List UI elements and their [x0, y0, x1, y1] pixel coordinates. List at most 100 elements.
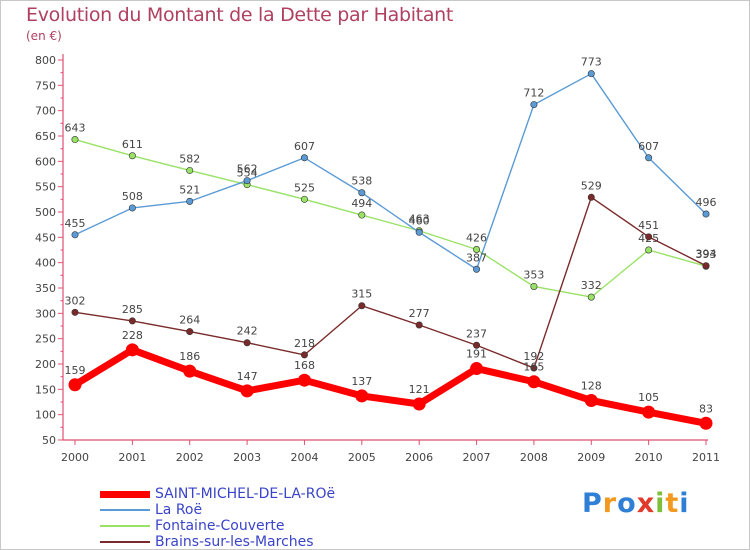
data-label: 83: [699, 402, 713, 415]
legend-item: Brains-sur-les-Marches: [100, 534, 400, 550]
y-tick-label: 250: [35, 333, 56, 346]
data-label: 426: [466, 231, 487, 244]
data-point: [128, 317, 136, 325]
chart-subtitle: (en €): [26, 29, 62, 43]
legend-label: SAINT-MICHEL-DE-LA-ROë: [155, 486, 336, 502]
data-point: [358, 211, 366, 219]
y-tick-label: 450: [35, 231, 56, 244]
data-label: 387: [466, 251, 487, 264]
logo-letter: r: [602, 488, 618, 519]
data-point: [587, 70, 595, 78]
data-label: 165: [523, 361, 544, 374]
data-point: [470, 362, 484, 376]
y-tick-label: 600: [35, 155, 56, 168]
data-label: 128: [581, 379, 602, 392]
logo-letter: i: [655, 488, 666, 519]
legend-swatch: [100, 541, 150, 543]
data-point: [128, 204, 136, 212]
data-label: 554: [237, 167, 258, 180]
data-point: [243, 177, 251, 185]
data-label: 582: [179, 152, 200, 165]
logo-letter: x: [636, 488, 656, 519]
data-point: [68, 378, 82, 392]
data-point: [415, 321, 423, 329]
data-point: [473, 341, 481, 349]
y-tick-label: 150: [35, 383, 56, 396]
data-label: 611: [122, 138, 143, 151]
logo-letter: P: [582, 488, 603, 519]
series-line-2: [74, 138, 707, 298]
x-tick-label: 2004: [290, 451, 318, 464]
x-tick-label: 2003: [233, 451, 261, 464]
data-label: 393: [696, 248, 717, 261]
data-label: 242: [237, 325, 258, 338]
x-tick-label: 2011: [692, 451, 720, 464]
x-tick-label: 2006: [405, 451, 433, 464]
data-label: 168: [294, 359, 315, 372]
data-point: [645, 233, 653, 241]
y-tick-label: 800: [35, 54, 56, 67]
data-label: 264: [179, 314, 200, 327]
data-label: 460: [409, 214, 430, 227]
legend-label: La Roë: [155, 502, 203, 518]
data-label: 332: [581, 279, 602, 292]
x-tick-label: 2010: [635, 451, 663, 464]
proxiti-logo: Proxiti: [582, 488, 690, 519]
data-label: 562: [237, 163, 258, 176]
data-point: [702, 210, 710, 218]
data-point: [642, 405, 656, 419]
data-point: [358, 302, 366, 310]
x-tick-label: 2001: [118, 451, 146, 464]
data-point: [473, 265, 481, 273]
data-point: [186, 166, 194, 174]
data-point: [702, 262, 710, 270]
y-tick-label: 700: [35, 105, 56, 118]
data-label: 191: [466, 348, 487, 361]
legend-label: Fontaine-Couverte: [155, 518, 285, 534]
data-point: [473, 245, 481, 253]
data-point: [128, 152, 136, 160]
data-label: 285: [122, 303, 143, 316]
data-point: [530, 282, 538, 290]
y-tick-label: 550: [35, 181, 56, 194]
data-point: [645, 246, 653, 254]
y-tick-label: 750: [35, 79, 56, 92]
data-label: 529: [581, 179, 602, 192]
data-label: 147: [237, 370, 258, 383]
data-label: 508: [122, 190, 143, 203]
data-label: 186: [179, 350, 200, 363]
data-label: 712: [523, 87, 544, 100]
y-tick-label: 300: [35, 307, 56, 320]
data-label: 494: [351, 197, 372, 210]
data-label: 228: [122, 329, 143, 342]
data-point: [584, 393, 598, 407]
data-label: 315: [351, 288, 372, 301]
data-label: 643: [65, 122, 86, 135]
logo-letter: i: [679, 488, 690, 519]
data-label: 525: [294, 181, 315, 194]
chart-title: Evolution du Montant de la Dette par Hab…: [26, 4, 454, 26]
data-point: [125, 343, 139, 357]
data-label: 496: [696, 196, 717, 209]
data-label: 302: [65, 294, 86, 307]
data-label: 121: [409, 383, 430, 396]
data-point: [186, 197, 194, 205]
data-label: 538: [351, 175, 372, 188]
data-point: [71, 308, 79, 316]
data-point: [186, 328, 194, 336]
x-tick-label: 2009: [577, 451, 605, 464]
y-tick-label: 500: [35, 206, 56, 219]
data-label: 463: [409, 213, 430, 226]
data-label: 521: [179, 183, 200, 196]
data-label: 137: [351, 375, 372, 388]
data-point: [415, 228, 423, 236]
data-point: [300, 154, 308, 162]
data-label: 394: [696, 248, 717, 261]
legend-label: Brains-sur-les-Marches: [155, 534, 314, 550]
series-line-0: [73, 346, 707, 427]
data-label: 773: [581, 56, 602, 69]
data-label: 192: [523, 350, 544, 363]
data-point: [355, 389, 369, 403]
y-tick-label: 50: [42, 434, 56, 447]
